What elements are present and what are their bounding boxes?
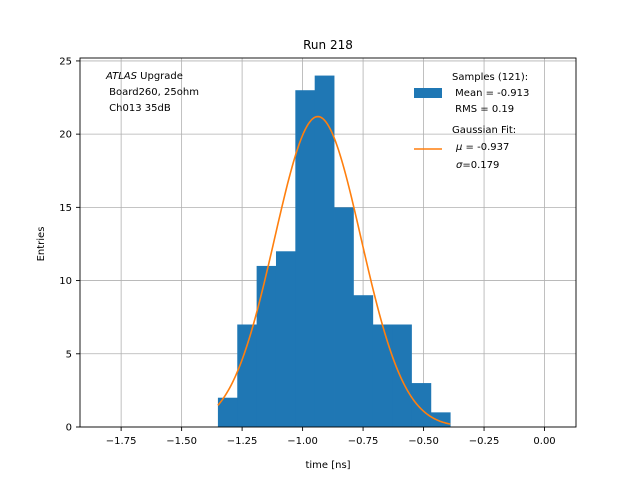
legend-fit-line-3: σ=0.179 [456,160,499,171]
histogram-bar [217,397,238,427]
gaussian-fit [217,115,451,425]
y-tick-label: 20 [59,130,72,141]
legend: Samples (121): Mean = -0.913 RMS = 0.19 … [414,72,529,171]
gaussian-fit-curve [217,115,451,425]
x-tick-label: −1.25 [227,436,258,447]
y-tick-label: 0 [66,423,72,434]
y-tick-label: 15 [59,203,72,214]
x-tick-label: −0.25 [469,436,500,447]
x-tick-label: −1.75 [106,436,137,447]
legend-sigma-value: =0.179 [462,160,499,171]
histogram-bar [372,324,393,427]
x-tick-label: −1.00 [287,436,318,447]
annotation-line-2: Board260, 25ohm [106,87,199,98]
histogram-bar [295,90,316,427]
histogram-bar [275,251,296,427]
y-tick-label: 5 [66,349,72,360]
y-tick-label: 25 [59,56,72,67]
legend-samples-swatch [414,88,442,98]
y-tick-label: 10 [59,276,72,287]
x-axis-label: time [ns] [305,460,350,471]
annotation-upgrade: Upgrade [137,71,183,82]
x-tick-label: −0.75 [348,436,379,447]
annotation-box: ATLAS Upgrade Board260, 25ohm Ch013 35dB [105,71,199,114]
annotation-atlas: ATLAS [105,71,138,82]
histogram-bar [256,265,277,427]
histogram-bars [217,75,451,428]
annotation-line-1: ATLAS Upgrade [105,71,183,82]
plot-frame [79,57,577,428]
legend-sigma-symbol: σ [456,160,463,171]
x-tick-label: −1.50 [166,436,197,447]
legend-mu-symbol: μ [455,142,462,153]
histogram-bar [392,324,412,427]
histogram-bar [237,324,258,427]
x-tick-label: 0.00 [533,436,555,447]
legend-fit-line-2: μ = -0.937 [455,142,509,153]
histogram-bar [314,75,335,428]
histogram-bar [334,207,354,427]
annotation-line-3: Ch013 35dB [106,103,171,114]
legend-samples-line-1: Samples (121): [452,72,528,83]
x-tick-label: −0.50 [408,436,439,447]
y-axis-label: Entries [36,227,47,262]
histogram-bar [411,383,432,427]
histogram-bar [353,295,374,427]
legend-mu-value: = -0.937 [462,142,509,153]
legend-samples-line-3: RMS = 0.19 [452,104,514,115]
legend-fit-line-1: Gaussian Fit: [452,125,516,136]
histogram-bar [430,412,451,427]
chart-title: Run 218 [303,38,353,52]
legend-samples-line-2: Mean = -0.913 [452,88,529,99]
axes: −1.75 −1.50 −1.25 −1.00 −0.75 −0.50 −0.25 0.00 0… [59,56,577,447]
